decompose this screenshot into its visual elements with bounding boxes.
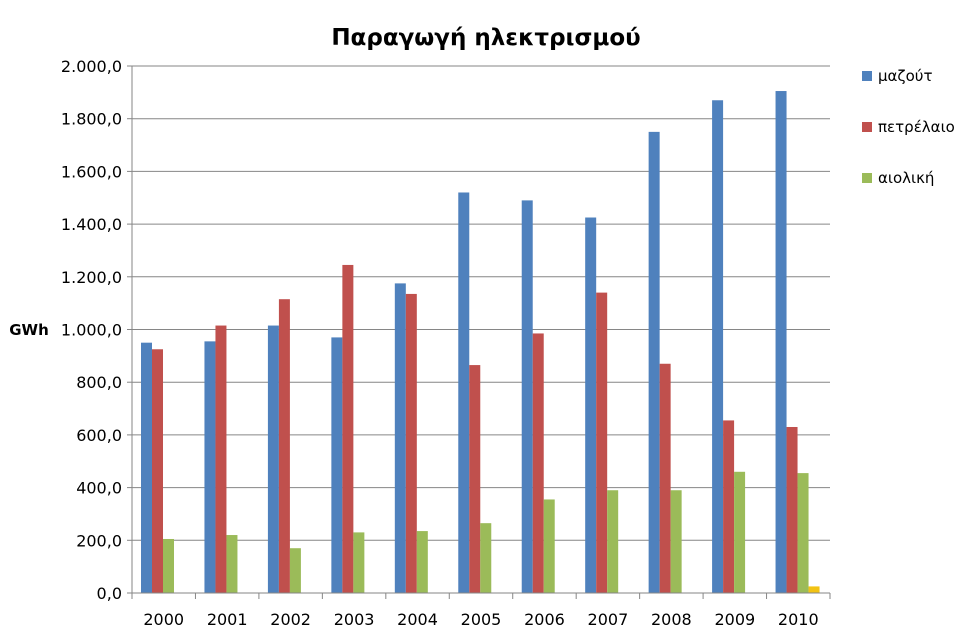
bar	[289, 548, 301, 593]
x-tick-label: 2004	[397, 610, 438, 629]
chart-title: Παραγωγή ηλεκτρισμού	[331, 25, 640, 51]
bar	[532, 333, 544, 593]
bar	[458, 192, 470, 594]
legend-swatch	[862, 71, 872, 81]
bar	[670, 490, 682, 593]
y-tick-label: 200,0	[76, 531, 122, 550]
x-tick-label: 2009	[714, 610, 755, 629]
bar	[480, 523, 492, 593]
bar	[394, 283, 406, 593]
y-tick-label: 1.400,0	[61, 215, 122, 234]
bar	[786, 426, 798, 593]
x-tick-label: 2000	[143, 610, 184, 629]
bar	[648, 131, 660, 593]
x-tick-label: 2010	[778, 610, 819, 629]
y-tick-label: 800,0	[76, 373, 122, 392]
bar	[278, 299, 290, 593]
legend-label: αιολική	[878, 169, 934, 187]
bar	[723, 420, 735, 593]
bar	[204, 341, 216, 593]
x-tick-label: 2007	[588, 610, 629, 629]
bar	[521, 200, 533, 593]
y-axis-label: GWh	[9, 321, 49, 339]
gridlines	[132, 65, 830, 541]
bar	[163, 538, 174, 593]
y-tick-label: 0,0	[97, 584, 122, 603]
bar	[353, 532, 365, 593]
legend: μαζούτ πετρέλαιο αιολική	[862, 67, 955, 187]
bar	[416, 531, 428, 593]
bar	[152, 349, 163, 593]
bar	[596, 292, 608, 593]
y-tick-label: 1.800,0	[61, 110, 122, 129]
x-tick-label: 2003	[334, 610, 375, 629]
y-tick-label: 1.200,0	[61, 268, 122, 287]
x-tick-label: 2002	[270, 610, 311, 629]
y-tick-label: 1.600,0	[61, 162, 122, 181]
bar	[215, 325, 227, 593]
bar	[734, 471, 746, 593]
bar	[331, 337, 343, 593]
bar	[808, 586, 820, 593]
legend-label: μαζούτ	[878, 67, 932, 85]
bar	[342, 264, 354, 593]
bar	[469, 365, 481, 593]
bar	[659, 363, 671, 593]
bar	[141, 342, 152, 593]
bar	[797, 473, 809, 593]
bar	[712, 100, 724, 593]
legend-swatch	[862, 173, 872, 183]
y-tick-label: 400,0	[76, 479, 122, 498]
x-tick-label: 2008	[651, 610, 692, 629]
y-tick-label: 2.000,0	[61, 57, 122, 76]
bar	[226, 535, 238, 593]
bars	[141, 91, 820, 594]
x-tick-label: 2001	[207, 610, 248, 629]
y-tick-label: 600,0	[76, 426, 122, 445]
x-tick-labels: 2000 2001 2002 2003 2004 2005 2006 2007 2008 2009…	[143, 610, 818, 629]
bar	[775, 91, 787, 593]
axes	[127, 65, 831, 599]
bar	[267, 325, 279, 593]
x-tick-label: 2005	[461, 610, 502, 629]
legend-swatch	[862, 122, 872, 132]
x-tick-label: 2006	[524, 610, 565, 629]
bar	[405, 293, 417, 593]
y-tick-labels: 0,0 200,0 400,0 600,0 800,0 1.000,0 1.200,0 1.4…	[61, 57, 122, 603]
y-tick-label: 1.000,0	[61, 321, 122, 340]
bar	[543, 499, 555, 593]
bar	[607, 490, 619, 593]
bar	[585, 217, 597, 593]
legend-label: πετρέλαιο	[878, 118, 955, 136]
